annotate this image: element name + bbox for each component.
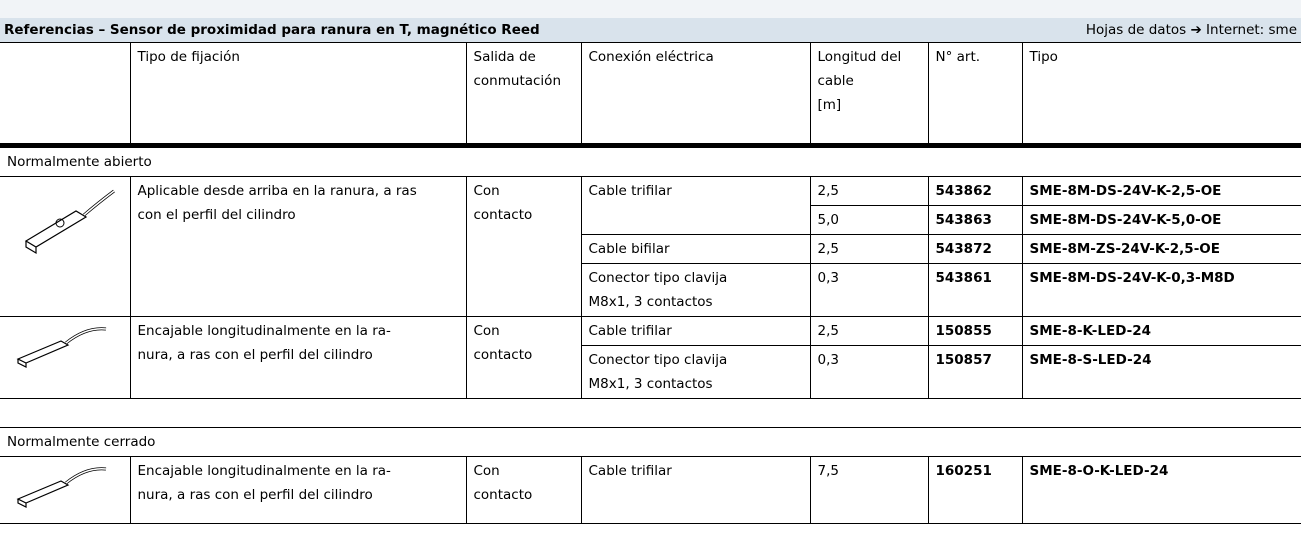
mounting: Encajable longitudinalmente en la ra- nu…: [129, 316, 467, 399]
icon-cell: [0, 316, 131, 399]
part-number: 543863: [927, 205, 1023, 235]
type-code: SME-8M-ZS-24V-K-2,5-OE: [1021, 234, 1301, 264]
section-title: Normalmente cerrado: [0, 427, 1301, 457]
part-number: 543861: [927, 263, 1023, 317]
part-number: 543862: [927, 176, 1023, 206]
sensor-icon: [16, 327, 107, 368]
output: Con contacto: [465, 316, 582, 399]
column-header: Conexión eléctrica: [580, 43, 811, 148]
cable-length: 2,5: [809, 316, 929, 346]
section-row: Normalmente abierto: [0, 145, 1301, 177]
column-header: Salida de conmutación: [465, 43, 582, 148]
type-code: SME-8-S-LED-24: [1021, 345, 1301, 399]
type-code: SME-8M-DS-24V-K-5,0-OE: [1021, 205, 1301, 235]
datasheet-link[interactable]: Hojas de datos ➔ Internet: sme: [1085, 22, 1297, 38]
part-row: Conector tipo clavija M8x1, 3 contactos 0…: [0, 345, 1301, 399]
column-header: Longitud del cable [m]: [809, 43, 929, 148]
header-cell: [0, 43, 131, 148]
column-header: Tipo de fijación: [129, 43, 467, 148]
part-number: 543872: [927, 234, 1023, 264]
table-body: Normalmente abierto Aplicable desde arrib…: [0, 145, 1301, 524]
part-row: Encajable longitudinalmente en la ra- nu…: [0, 316, 1301, 399]
spacer-cell: [0, 398, 1301, 428]
output: Con contacto: [465, 456, 582, 524]
part-number: 160251: [927, 456, 1023, 524]
part-number: 150857: [927, 345, 1023, 399]
part-row: Conector tipo clavija M8x1, 3 contactos 0…: [0, 263, 1301, 317]
icon-cell: [0, 456, 131, 524]
part-number: 150855: [927, 316, 1023, 346]
part-row: Aplicable desde arriba en la ranura, a r…: [0, 176, 1301, 317]
cable-length: 0,3: [809, 263, 929, 317]
type-code: SME-8M-DS-24V-K-0,3-M8D: [1021, 263, 1301, 317]
cable-length: 5,0: [810, 205, 929, 235]
mounting: Aplicable desde arriba en la ranura, a r…: [129, 176, 467, 317]
connection: Cable bifilar: [581, 234, 811, 264]
part-row: Encajable longitudinalmente en la ra- nu…: [0, 456, 1301, 524]
title-bar: Referencias – Sensor de proximidad para …: [0, 18, 1301, 43]
column-header: N° art.: [927, 43, 1023, 148]
parts-table: Tipo de fijación Salida de conmutación Con…: [0, 43, 1301, 524]
sensor-icon: [16, 467, 107, 508]
spacer-row: [0, 398, 1301, 428]
cable-length: 2,5: [809, 234, 929, 264]
type-code: SME-8M-DS-24V-K-2,5-OE: [1021, 176, 1301, 206]
connection: Cable trifilar: [580, 456, 811, 524]
connection: Cable trifilar: [580, 316, 811, 346]
section-row: Normalmente cerrado: [0, 427, 1301, 457]
sensor-icon: [24, 189, 115, 255]
section-title: Normalmente abierto: [0, 145, 1301, 177]
column-header: Tipo: [1021, 43, 1301, 148]
top-strip: [0, 0, 1301, 18]
connection: Conector tipo clavija M8x1, 3 contactos: [581, 263, 811, 317]
header-row: Tipo de fijación Salida de conmutación Con…: [0, 43, 1301, 148]
output: Con contacto: [465, 176, 582, 317]
title: Referencias – Sensor de proximidad para …: [4, 22, 540, 38]
connection: Cable trifilar: [580, 176, 811, 235]
cable-length: 0,3: [809, 345, 929, 399]
type-code: SME-8-O-K-LED-24: [1021, 456, 1301, 524]
cable-length: 7,5: [809, 456, 929, 524]
icon-cell: [0, 176, 131, 317]
cable-length: 2,5: [809, 176, 929, 206]
connection: Conector tipo clavija M8x1, 3 contactos: [581, 345, 811, 399]
type-code: SME-8-K-LED-24: [1021, 316, 1301, 346]
part-row: Cable bifilar 2,5 543872 SME-8M-ZS-24V-K-2,…: [0, 234, 1301, 264]
mounting: Encajable longitudinalmente en la ra- nu…: [129, 456, 467, 524]
